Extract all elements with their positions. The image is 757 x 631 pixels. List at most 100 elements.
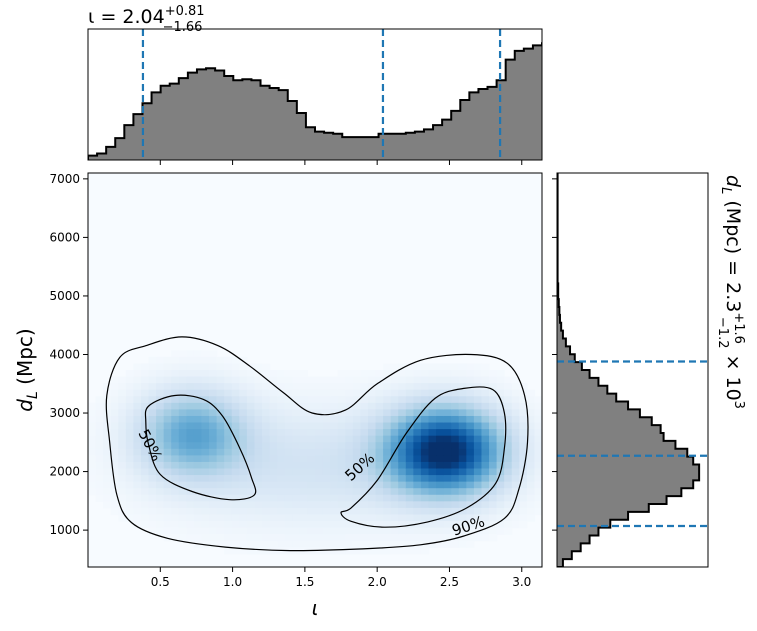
heatmap-cell	[224, 442, 233, 450]
heatmap-cell	[269, 475, 278, 483]
heatmap-cell	[337, 376, 346, 384]
heatmap-cell	[330, 448, 339, 456]
heatmap-cell	[307, 402, 316, 410]
heatmap-cell	[262, 507, 271, 516]
heatmap-cell	[489, 435, 498, 443]
heatmap-cell	[473, 409, 483, 417]
heatmap-cell	[95, 455, 104, 463]
heatmap-cell	[398, 547, 407, 555]
top-hist-bar	[560, 38, 569, 160]
top-hist-bar	[387, 133, 398, 160]
top-hist-bar	[242, 79, 252, 160]
joint-axes-frame	[87, 172, 543, 568]
heatmap-cell	[292, 389, 301, 397]
heatmap-cell	[140, 475, 150, 483]
heatmap-cell	[125, 370, 134, 378]
heatmap-cell	[209, 363, 218, 371]
heatmap-cell	[262, 415, 271, 424]
heatmap-cell	[193, 350, 203, 358]
heatmap-cell	[413, 494, 422, 502]
heatmap-cell	[216, 501, 225, 509]
contour-50-percent-left	[144, 394, 257, 501]
heatmap-cell	[360, 461, 369, 470]
heatmap-cell	[171, 363, 180, 371]
heatmap-cell	[383, 501, 392, 509]
heatmap-cell	[95, 422, 104, 430]
heatmap-cell	[216, 534, 225, 542]
heatmap-cell	[451, 448, 460, 456]
heatmap-cell	[398, 507, 407, 516]
heatmap-cell	[95, 461, 104, 470]
heatmap-cell	[428, 402, 437, 410]
heatmap-cell	[254, 488, 263, 496]
heatmap-cell	[193, 415, 203, 424]
heatmap-cell	[156, 363, 165, 371]
heatmap-cell	[390, 521, 399, 529]
heatmap-cell	[299, 376, 309, 384]
heatmap-cell	[383, 448, 392, 456]
heatmap-cell	[118, 415, 127, 424]
heatmap-cell	[186, 415, 195, 424]
heatmap-cell	[337, 429, 346, 437]
heatmap-cell	[284, 494, 293, 502]
heatmap-cell	[315, 540, 324, 548]
heatmap-cell	[163, 383, 172, 391]
heatmap-cell	[390, 461, 399, 470]
heatmap-cell	[216, 402, 225, 410]
heatmap-cell	[209, 370, 218, 378]
heatmap-cell	[171, 429, 180, 437]
heatmap-cell	[193, 435, 203, 443]
heatmap-cell	[284, 402, 293, 410]
heatmap-cell	[171, 461, 180, 470]
heatmap-cell	[519, 396, 528, 404]
heatmap-cell	[458, 383, 467, 391]
heatmap-cell	[299, 383, 309, 391]
heatmap-cell	[171, 475, 180, 483]
heatmap-cell	[201, 415, 210, 424]
heatmap-cell	[390, 527, 399, 535]
heatmap-cell	[171, 442, 180, 450]
heatmap-cell	[307, 527, 316, 535]
right-hist-bar	[557, 527, 599, 536]
heatmap-cell	[186, 475, 195, 483]
heatmap-cell	[140, 521, 150, 529]
heatmap-cell	[352, 402, 361, 410]
heatmap-cell	[103, 494, 112, 502]
heatmap-cell	[269, 435, 278, 443]
heatmap-cell	[390, 540, 399, 548]
heatmap-cell	[216, 507, 225, 516]
heatmap-cell	[526, 415, 536, 424]
heatmap-cell	[178, 356, 187, 365]
heatmap-cell	[496, 527, 505, 535]
heatmap-cell	[148, 468, 157, 476]
heatmap-cell	[163, 435, 172, 443]
heatmap-cell	[458, 442, 467, 450]
heatmap-cell	[436, 442, 445, 450]
heatmap-cell	[428, 429, 437, 437]
heatmap-cell	[254, 429, 263, 437]
heatmap-cell	[262, 547, 271, 555]
heatmap-cell	[224, 494, 233, 502]
heatmap-cell	[458, 389, 467, 397]
heatmap-cell	[443, 534, 452, 542]
right-hist-bar	[557, 511, 629, 521]
heatmap-cell	[451, 468, 460, 476]
heatmap-cell	[299, 415, 309, 424]
heatmap-cell	[209, 527, 218, 535]
heatmap-cell	[254, 468, 263, 476]
heatmap-cell	[315, 534, 324, 542]
heatmap-cell	[481, 363, 490, 371]
heatmap-cell	[367, 540, 377, 548]
heatmap-cell	[254, 547, 263, 555]
heatmap-cell	[201, 376, 210, 384]
heatmap-cell	[375, 455, 384, 463]
heatmap-cell	[163, 448, 172, 456]
heatmap-cell	[390, 475, 399, 483]
heatmap-cell	[315, 527, 324, 535]
heatmap-cell	[360, 481, 369, 489]
heatmap-cell	[171, 383, 180, 391]
heatmap-cell	[367, 370, 377, 378]
heatmap-cell	[519, 501, 528, 509]
heatmap-cell	[504, 396, 513, 404]
heatmap-cell	[360, 383, 369, 391]
